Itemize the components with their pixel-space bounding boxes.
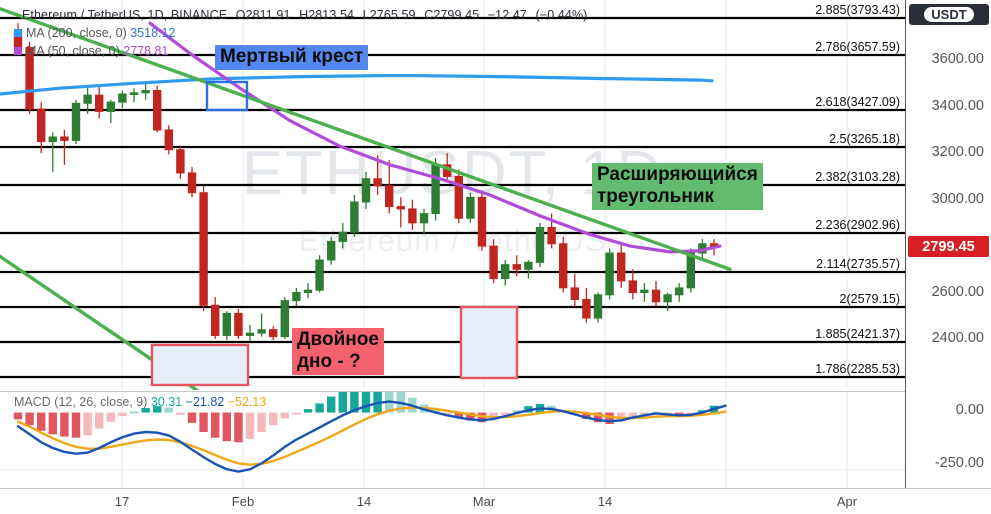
- annotation-death-cross[interactable]: Мертвый крест: [215, 45, 369, 71]
- price-plot: [0, 0, 905, 390]
- macd-axis-tick-neg250: -250.00: [934, 455, 984, 471]
- time-axis-tick: Apr: [836, 494, 858, 509]
- price-pane[interactable]: ETHUSDT, 1D Ethereum / TetherUS Ethereum…: [0, 0, 905, 390]
- annotation-double-bottom[interactable]: Двойное дно - ?: [292, 328, 384, 376]
- macd-pane[interactable]: MACD (12, 26, close, 9) 30.31 −21.82 −52…: [0, 391, 905, 488]
- price-axis[interactable]: USDT 3600.00 3400.00 3200.00 3000.00 2600.00…: [905, 0, 991, 488]
- price-axis-tick: 2600.00: [931, 283, 984, 300]
- last-price-tag: 2799.45: [908, 236, 989, 258]
- quote-currency-label: USDT: [924, 7, 974, 22]
- price-axis-tick: 3600.00: [931, 51, 984, 68]
- annotation-expanding-triangle[interactable]: Расширяющийся треугольник: [592, 163, 763, 211]
- time-axis-tick: Mar: [472, 494, 496, 509]
- price-axis-tick: 3400.00: [931, 97, 984, 114]
- price-axis-tick: 3000.00: [931, 190, 984, 207]
- price-axis-tick: 3200.00: [931, 144, 984, 161]
- price-axis-tick: 2400.00: [931, 329, 984, 346]
- time-axis-tick: 14: [356, 494, 372, 509]
- last-price-value: 2799.45: [922, 238, 975, 255]
- time-axis[interactable]: 17 Feb 14 Mar 14 Apr: [0, 488, 991, 514]
- time-axis-tick: 17: [114, 494, 130, 509]
- time-axis-tick: 14: [597, 494, 613, 509]
- time-axis-tick: Feb: [231, 494, 255, 509]
- macd-plot: [0, 392, 905, 488]
- macd-axis-tick-zero: 0.00: [955, 402, 984, 418]
- quote-currency-badge[interactable]: USDT: [909, 4, 989, 25]
